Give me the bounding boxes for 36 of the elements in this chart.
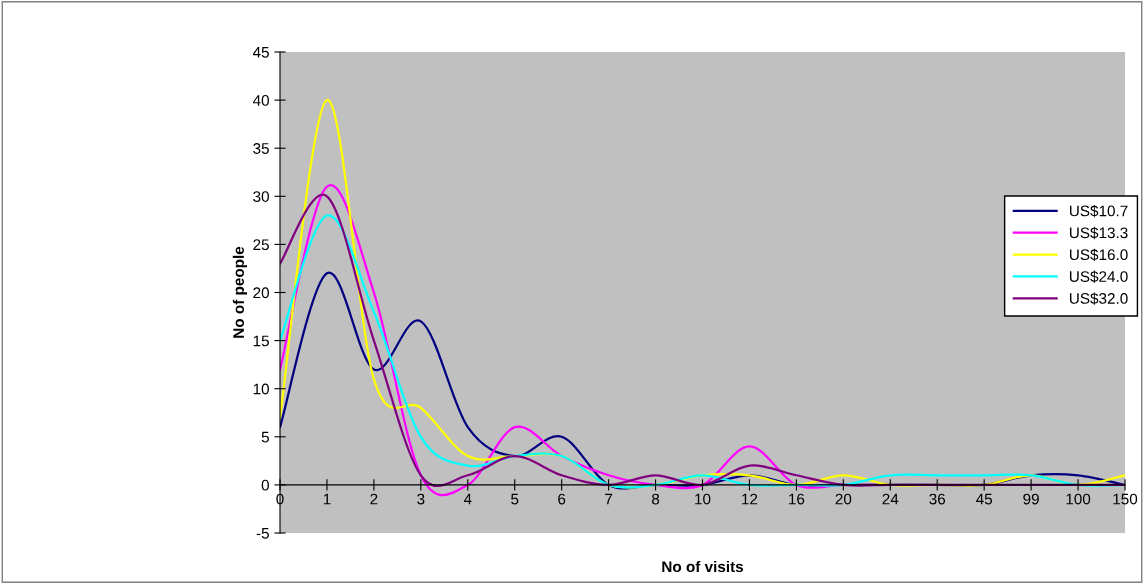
x-tick-label: 24 <box>882 493 899 505</box>
x-axis-title: No of visits <box>662 560 744 573</box>
x-tick-label: 6 <box>558 493 566 505</box>
y-tick-label: 30 <box>253 191 269 202</box>
x-tick-label: 45 <box>976 493 993 505</box>
y-tick-label: 20 <box>253 287 269 299</box>
x-tick-label: 16 <box>789 493 805 505</box>
y-tick-label: 25 <box>253 239 269 251</box>
x-tick-label: 100 <box>1066 493 1091 505</box>
y-tick-label: 10 <box>253 383 269 395</box>
y-tick-label: 45 <box>252 47 269 58</box>
x-tick-label: 12 <box>742 493 758 505</box>
x-tick-label: 4 <box>463 493 472 505</box>
y-tick-label: 5 <box>261 431 269 443</box>
legend-label: US$16.0 <box>1069 248 1128 262</box>
x-tick-label: 3 <box>417 493 425 505</box>
y-tick-label: 15 <box>253 335 269 347</box>
y-tick-label: 35 <box>253 143 269 154</box>
x-tick-label: 20 <box>835 493 852 505</box>
x-tick-label: 150 <box>1113 493 1138 505</box>
x-tick-label: 5 <box>511 493 519 505</box>
legend-label: US$13.3 <box>1069 226 1128 240</box>
x-tick-label: 2 <box>370 493 378 505</box>
y-tick-label: -5 <box>256 528 269 539</box>
x-tick-label: 7 <box>605 493 613 505</box>
legend-label: US$32.0 <box>1069 292 1128 305</box>
y-tick-label: 0 <box>261 479 269 491</box>
y-axis-title: No of people <box>232 246 248 338</box>
x-tick-label: 1 <box>323 493 331 505</box>
x-tick-label: 36 <box>929 493 946 505</box>
x-tick-label: 8 <box>651 493 660 505</box>
x-tick-label: 10 <box>695 493 711 505</box>
y-tick-label: 40 <box>252 94 269 106</box>
x-tick-label: 99 <box>1023 493 1039 505</box>
legend-label: US$24.0 <box>1069 270 1128 283</box>
legend-label: US$10.7 <box>1069 204 1128 218</box>
